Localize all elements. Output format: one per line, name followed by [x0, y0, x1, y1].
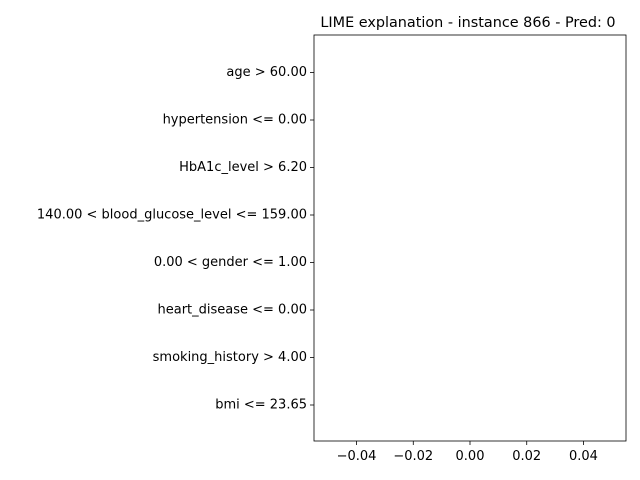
chart-title: LIME explanation - instance 866 - Pred: …: [320, 15, 615, 31]
y-tick-label: age > 60.00: [226, 65, 307, 80]
x-tick-label: 0.00: [456, 449, 485, 464]
y-tick-label: smoking_history > 4.00: [153, 350, 307, 365]
y-tick-label: HbA1c_level > 6.20: [179, 160, 307, 175]
plot-area: age > 60.00 hypertension <= 0.00 HbA1c_lev…: [37, 34, 627, 464]
y-tick-label: 0.00 < gender <= 1.00: [154, 255, 307, 270]
axes-frame: [313, 34, 627, 442]
x-tick-label: 0.04: [569, 449, 598, 464]
y-tick-label: bmi <= 23.65: [215, 398, 307, 413]
x-tick-label: −0.04: [337, 449, 377, 464]
x-tick-label: 0.02: [512, 449, 541, 464]
y-tick-label: heart_disease <= 0.00: [157, 303, 307, 318]
y-tick-label: 140.00 < blood_glucose_level <= 159.00: [37, 208, 307, 223]
y-tick-label: hypertension <= 0.00: [163, 113, 307, 128]
x-tick-label: −0.02: [393, 449, 433, 464]
